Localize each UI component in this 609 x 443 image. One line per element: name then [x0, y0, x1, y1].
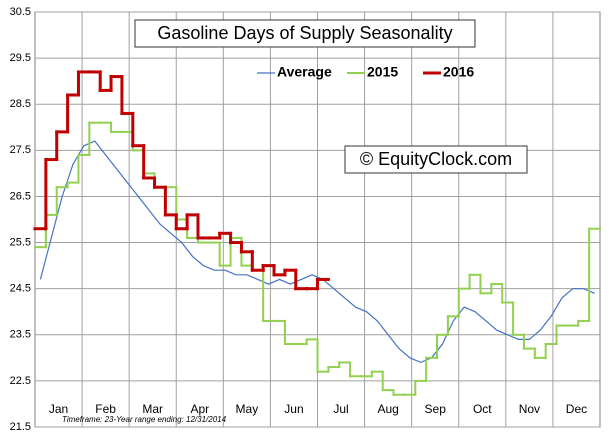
- y-tick-label: 27.5: [10, 144, 31, 156]
- x-tick-label: Dec: [566, 402, 587, 416]
- series-line: [39, 140, 595, 364]
- x-tick-label: Sep: [425, 402, 447, 416]
- y-tick-label: 26.5: [10, 190, 31, 202]
- y-tick-label: 23.5: [10, 329, 31, 341]
- x-tick-label: Mar: [142, 402, 163, 416]
- x-tick-label: Feb: [95, 402, 116, 416]
- x-tick-label: Apr: [190, 402, 209, 416]
- y-tick-label: 24.5: [10, 283, 31, 295]
- x-tick-label: Jun: [284, 402, 303, 416]
- legend-label: 2015: [367, 64, 398, 80]
- y-tick-label: 22.5: [10, 375, 31, 387]
- x-tick-label: Aug: [377, 402, 398, 416]
- y-tick-label: 21.5: [10, 421, 31, 433]
- chart-title: Gasoline Days of Supply Seasonality: [157, 23, 452, 43]
- y-tick-label: 30.5: [10, 6, 31, 18]
- legend-label: Average: [277, 64, 332, 80]
- watermark-box: [344, 145, 528, 174]
- y-tick-label: 25.5: [10, 236, 31, 248]
- y-tick-label: 29.5: [10, 52, 31, 64]
- x-tick-label: Oct: [473, 402, 492, 416]
- x-tick-label: Nov: [519, 402, 540, 416]
- x-tick-label: Jan: [49, 402, 68, 416]
- y-tick-label: 28.5: [10, 98, 31, 110]
- title-box: [134, 19, 476, 48]
- x-tick-label: Jul: [333, 402, 348, 416]
- x-tick-label: May: [236, 402, 259, 416]
- watermark: © EquityClock.com: [360, 149, 512, 169]
- footnote: Timeframe: 23-Year range ending: 12/31/2…: [62, 415, 227, 424]
- legend-label: 2016: [443, 64, 474, 80]
